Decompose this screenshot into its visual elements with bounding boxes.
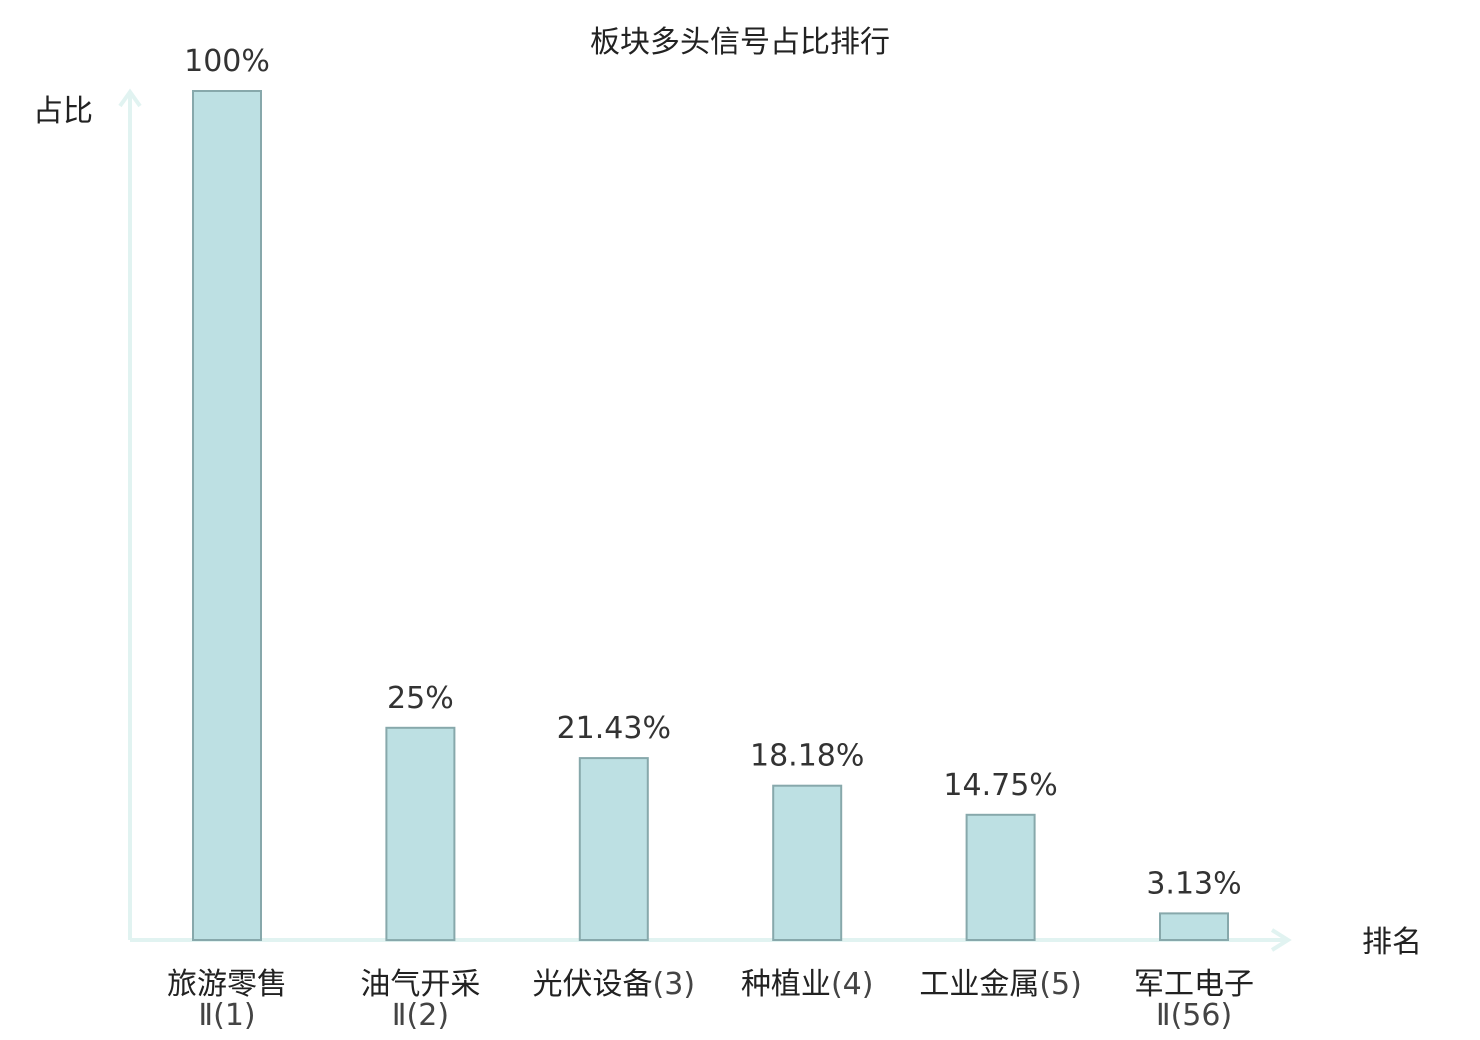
category-name: 油气开采 [360, 967, 480, 1002]
category-rank: (3) [653, 967, 696, 1002]
x-axis-arrowhead [1270, 928, 1292, 952]
bar-value-label: 14.75% [943, 768, 1057, 803]
category-name: 军工电子 [1134, 967, 1254, 1002]
bar [578, 757, 649, 941]
bar [1159, 912, 1229, 942]
bars-group [192, 90, 1229, 942]
category-name: 光伏设备 [533, 967, 653, 1002]
category-rank: (5) [1039, 967, 1082, 1002]
category-label: 旅游零售 [167, 967, 287, 1002]
chart-title: 板块多头信号占比排行 [590, 25, 890, 60]
category-name: 工业金属 [919, 967, 1039, 1002]
x-axis-label: 排名 [1362, 925, 1422, 960]
bar-value-label: 25% [387, 681, 454, 716]
bar [385, 726, 456, 942]
value-labels-group: 100% 25% 21.43% 18.18% 14.75% 3.13% [184, 44, 1242, 901]
category-label: 军工电子 [1134, 967, 1254, 1002]
category-label: 工业金属(5) [919, 967, 1082, 1002]
bar [192, 90, 262, 941]
category-rank: Ⅱ(1) [198, 998, 255, 1033]
category-rank: Ⅱ(2) [392, 998, 449, 1033]
category-name: 种植业 [741, 967, 831, 1002]
category-rank: (4) [831, 967, 874, 1002]
bar [772, 784, 843, 942]
axes [118, 88, 1292, 952]
category-rank: Ⅱ(56) [1156, 998, 1232, 1033]
bar-value-label: 3.13% [1146, 866, 1241, 901]
bar-value-label: 21.43% [557, 711, 671, 746]
bar-value-label: 18.18% [750, 739, 864, 774]
category-label: 光伏设备(3) [533, 967, 696, 1002]
category-label: 油气开采 [360, 967, 480, 1002]
category-label: 种植业(4) [741, 967, 874, 1002]
y-axis-label: 占比 [33, 94, 93, 129]
bar-value-label: 100% [184, 44, 270, 79]
category-name: 旅游零售 [167, 967, 287, 1002]
y-axis-arrowhead [118, 88, 142, 108]
bar [965, 813, 1036, 941]
